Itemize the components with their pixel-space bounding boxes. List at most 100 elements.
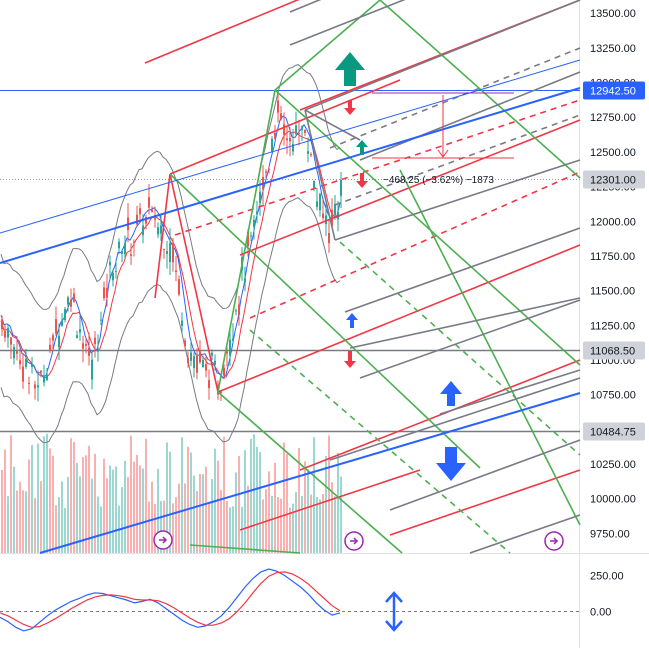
- arrow-down-blue-large[interactable]: [436, 447, 466, 481]
- price-range-measure[interactable]: [372, 92, 514, 159]
- price-tick-label: 10000.00: [590, 494, 636, 506]
- oscillator-macd-line: [0, 568, 341, 632]
- arrow-up-blue-medium[interactable]: [440, 381, 462, 406]
- arrow-up-blue-small[interactable]: [346, 313, 358, 328]
- candle-body: [91, 359, 93, 380]
- gray-line-6[interactable]: [344, 227, 581, 313]
- green-pitchfork-line-3[interactable]: [399, 169, 581, 526]
- volume-bar: [55, 505, 57, 553]
- red-pitchfork[interactable]: [144, 0, 581, 536]
- red-pitchfork-lower-tine[interactable]: [217, 244, 581, 393]
- gray-pitchfork[interactable]: [289, 0, 581, 554]
- candle-body: [40, 370, 42, 373]
- volume-bar: [295, 492, 297, 553]
- red-pitchfork-line-2[interactable]: [239, 119, 581, 256]
- volume-bar: [58, 497, 60, 553]
- red-pitchfork-line-4[interactable]: [389, 469, 581, 536]
- replay-button-2[interactable]: [344, 531, 364, 551]
- red-pitchfork-median-upper[interactable]: [174, 99, 581, 236]
- volume-bar: [286, 453, 288, 553]
- volume-bar: [202, 474, 204, 553]
- red-pitchfork-top-tine[interactable]: [169, 79, 401, 175]
- measure-label: −468.25 (−3.62%) −1873: [383, 175, 494, 186]
- gray-line-top-2[interactable]: [289, 0, 580, 46]
- candle-body: [196, 355, 198, 373]
- replay-button-1[interactable]: [153, 530, 173, 550]
- volume-bar: [280, 498, 282, 553]
- green-pitchfork-line-4[interactable]: [189, 544, 301, 554]
- blue-trendline-lower[interactable]: [39, 392, 581, 554]
- candle-body: [100, 319, 102, 321]
- measure-arrowhead: [437, 149, 449, 158]
- red-pitchfork-line-3[interactable]: [299, 359, 581, 471]
- red-pitchfork-handle-b[interactable]: [154, 173, 171, 299]
- green-pitchfork-median[interactable]: [249, 329, 511, 554]
- gray-line-11[interactable]: [469, 514, 581, 554]
- arrow-down-red-small-2[interactable]: [356, 173, 368, 188]
- blue-trendlines[interactable]: [0, 59, 581, 554]
- replay-button-3[interactable]: [544, 531, 564, 551]
- gray-line-7[interactable]: [349, 297, 581, 349]
- arrow-down-red-small-3[interactable]: [344, 351, 356, 368]
- candle-body: [193, 356, 195, 368]
- volume-bar: [22, 490, 24, 553]
- candle-body: [166, 251, 168, 254]
- candle-body: [169, 243, 171, 263]
- oscillator-axis[interactable]: 250.00 0.00: [590, 571, 624, 619]
- candle-body: [139, 208, 141, 215]
- red-pitchfork-outer-tine[interactable]: [144, 0, 370, 64]
- candle-body: [319, 193, 321, 211]
- red-pitchfork-median-lower[interactable]: [249, 171, 581, 319]
- gray-handle[interactable]: [304, 109, 336, 241]
- volume-bar: [49, 448, 51, 553]
- volume-bar: [235, 472, 237, 553]
- price-tick-label: 11250.00: [590, 320, 635, 332]
- gray-handle-2[interactable]: [304, 109, 361, 141]
- green-pitchfork-median-2[interactable]: [339, 241, 581, 456]
- blue-trendline-thin[interactable]: [0, 59, 581, 234]
- gray-line-8[interactable]: [359, 299, 581, 379]
- gray-median-upper[interactable]: [329, 47, 581, 149]
- green-pitchfork-outer-tine[interactable]: [379, 0, 581, 179]
- volume-bar: [142, 468, 144, 553]
- price-tick-label: 11500.00: [590, 286, 635, 298]
- blue-trendline-main[interactable]: [0, 87, 581, 264]
- gray-line-9[interactable]: [439, 369, 581, 415]
- gray-line-4[interactable]: [359, 71, 581, 161]
- candle-body: [109, 261, 111, 266]
- arrow-up-teal-small[interactable]: [356, 140, 368, 155]
- volume-bar: [250, 438, 252, 553]
- candle-body: [220, 391, 222, 394]
- gray-line-top-3[interactable]: [304, 0, 581, 111]
- volume-bar: [316, 497, 318, 553]
- candle-body: [148, 197, 150, 208]
- price-tick-label: 9750.00: [590, 528, 630, 540]
- candle-body: [145, 217, 147, 224]
- volume-bar: [106, 478, 108, 553]
- candle-body: [187, 357, 189, 363]
- candle-body: [271, 138, 273, 152]
- green-pitchfork[interactable]: [169, 0, 581, 554]
- gray-line-12[interactable]: [329, 377, 581, 461]
- price-tick-label: 13500.00: [590, 8, 636, 20]
- gray-line-5[interactable]: [334, 159, 581, 241]
- candle-body: [304, 129, 306, 133]
- arrow-up-teal-large[interactable]: [335, 52, 365, 86]
- candle-body: [1, 319, 3, 330]
- red-pitchfork-line-5[interactable]: [239, 469, 421, 531]
- volume-bar: [244, 450, 246, 553]
- green-pitchfork-handle[interactable]: [217, 89, 276, 393]
- candle-body: [130, 254, 132, 256]
- volume-bar: [259, 451, 261, 553]
- arrow-markers[interactable]: [335, 52, 466, 481]
- green-pitchfork-handle-upper[interactable]: [274, 0, 381, 91]
- gray-line-10[interactable]: [389, 439, 581, 511]
- oscillator-updown-arrow[interactable]: [385, 591, 403, 632]
- arrow-down-red-small-1[interactable]: [344, 100, 356, 115]
- volume-bar: [64, 507, 66, 553]
- candle-body: [70, 299, 72, 307]
- candle-body: [325, 215, 327, 225]
- green-pitchfork-lower-tine[interactable]: [169, 173, 481, 469]
- candle-body: [295, 125, 297, 135]
